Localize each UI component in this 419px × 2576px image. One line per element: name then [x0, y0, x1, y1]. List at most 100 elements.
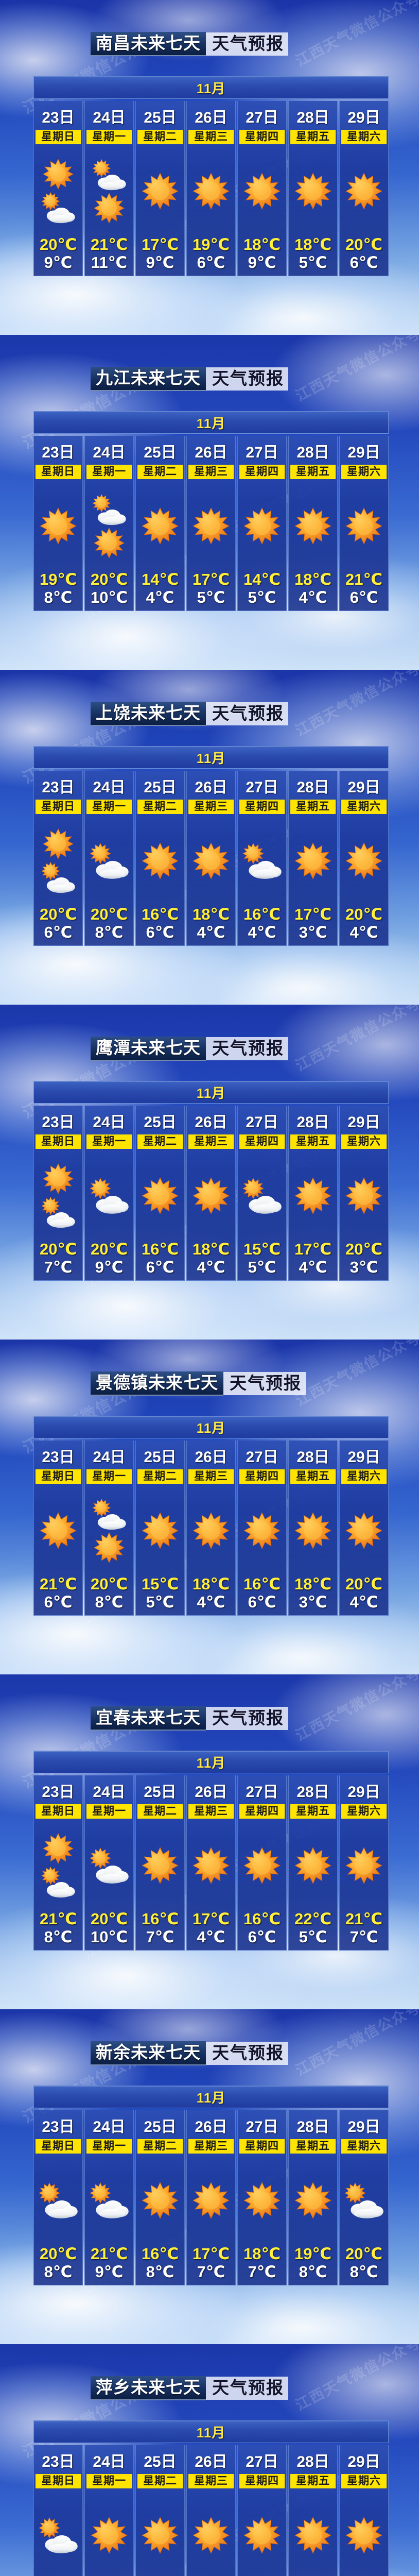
day-column[interactable]: 24日 星期一 21℃: [84, 2110, 134, 2286]
day-column[interactable]: 25日 星期二 17℃ 6℃: [135, 2445, 185, 2576]
day-column[interactable]: 29日 星期六 22℃ 4℃: [339, 2445, 389, 2576]
day-column[interactable]: 29日 星期六 21℃ 6℃: [339, 436, 389, 612]
day-column[interactable]: 29日 星期六 20℃ 4℃: [339, 771, 389, 946]
sun-icon: [192, 2516, 230, 2554]
day-column[interactable]: 28日 星期五 22℃ 5℃: [288, 1775, 338, 1951]
day-column[interactable]: 26日 星期三 18℃ 4℃: [186, 1106, 236, 1281]
day-column[interactable]: 27日 星期四 17℃ 4℃: [237, 2445, 287, 2576]
day-column[interactable]: 27日 星期四 18℃ 9℃: [237, 101, 287, 277]
day-column[interactable]: 23日 星期日 19℃ 8℃: [33, 436, 83, 612]
weekday-label: 星期一: [86, 1134, 132, 1149]
day-column[interactable]: 24日 星期一 20℃: [84, 771, 134, 946]
day-column[interactable]: 25日 星期二 14℃ 4℃: [135, 436, 185, 612]
day-column[interactable]: 25日 星期二 16℃ 8℃: [135, 2110, 185, 2286]
day-column[interactable]: 24日 星期一 22℃ 10℃: [84, 2445, 134, 2576]
day-column[interactable]: 24日 星期一 20℃: [84, 1775, 134, 1951]
high-temperature: 18℃: [294, 570, 332, 588]
day-column[interactable]: 28日 星期五 18℃ 3℃: [288, 1440, 338, 1616]
day-column[interactable]: 26日 星期三 17℃ 7℃: [186, 2110, 236, 2286]
high-temperature: 18℃: [243, 2245, 281, 2263]
day-column[interactable]: 23日 星期日: [33, 1106, 83, 1281]
low-temperature: 5℃: [299, 253, 327, 272]
day-column[interactable]: 27日 星期四 15℃: [237, 1106, 287, 1281]
high-temperature: 20℃: [39, 1240, 77, 1258]
day-column[interactable]: 29日 星期六 21℃ 7℃: [339, 1775, 389, 1951]
day-column[interactable]: 27日 星期四 18℃ 7℃: [237, 2110, 287, 2286]
high-temperature: 20℃: [90, 1240, 128, 1258]
day-column[interactable]: 25日 星期二 17℃ 9℃: [135, 101, 185, 277]
day-column[interactable]: 26日 星期三 18℃ 4℃: [186, 1440, 236, 1616]
day-column[interactable]: 28日 星期五 17℃ 3℃: [288, 771, 338, 946]
high-temperature: 16℃: [141, 905, 179, 923]
day-column[interactable]: 23日 星期日 21℃ 6℃: [33, 1440, 83, 1616]
sun-icon-svg: [243, 2517, 281, 2554]
weather-icons: [85, 1819, 133, 1910]
day-column[interactable]: 27日 星期四 14℃ 5℃: [237, 436, 287, 612]
day-column[interactable]: 25日 星期二 16℃ 6℃: [135, 1106, 185, 1281]
day-column[interactable]: 24日 星期一 20℃: [84, 1106, 134, 1281]
high-temperature: 17℃: [141, 235, 179, 253]
day-column[interactable]: 26日 星期三 18℃ 4℃: [186, 771, 236, 946]
weekday-label: 星期六: [341, 1804, 387, 1819]
sun-icon-svg: [294, 1512, 331, 1549]
weekday-label: 星期四: [239, 465, 285, 479]
sun-icon: [192, 842, 230, 880]
weekday-label: 星期日: [36, 465, 81, 479]
day-column[interactable]: 25日 星期二 15℃ 5℃: [135, 1440, 185, 1616]
weekday-label: 星期五: [290, 2139, 336, 2154]
day-column[interactable]: 24日 星期一: [84, 436, 134, 612]
day-column[interactable]: 29日 星期六 20℃ 6℃: [339, 101, 389, 277]
day-number: 26日: [195, 1449, 228, 1466]
sun-icon-svg: [142, 1847, 179, 1884]
sun-icon-svg: [142, 2182, 179, 2219]
day-column[interactable]: 27日 星期四 16℃: [237, 771, 287, 946]
day-column[interactable]: 27日 星期四 16℃ 6℃: [237, 1440, 287, 1616]
day-column[interactable]: 23日 星期日 22℃: [33, 2445, 83, 2576]
sun-icon-svg: [43, 1833, 74, 1865]
day-column[interactable]: 29日 星期六 20℃ 3℃: [339, 1106, 389, 1281]
weather-icons: [238, 1819, 286, 1910]
day-column[interactable]: 24日 星期一: [84, 1440, 134, 1616]
day-column[interactable]: 28日 星期五 19℃ 4℃: [288, 2445, 338, 2576]
low-temperature: 5℃: [197, 588, 225, 606]
day-column[interactable]: 28日 星期五 18℃ 4℃: [288, 436, 338, 612]
day-column[interactable]: 23日 星期日: [33, 1775, 83, 1951]
weather-icons: [34, 1149, 82, 1241]
day-column[interactable]: 24日 星期一: [84, 101, 134, 277]
day-column[interactable]: 29日 星期六 20℃ 4℃: [339, 1440, 389, 1616]
day-column[interactable]: 29日 星期六 20℃: [339, 2110, 389, 2286]
day-number: 28日: [296, 1449, 329, 1466]
day-column[interactable]: 28日 星期五 19℃ 8℃: [288, 2110, 338, 2286]
high-temperature: 17℃: [192, 2245, 230, 2263]
day-column[interactable]: 25日 星期二 16℃ 6℃: [135, 771, 185, 946]
city-name: 九江未来七天: [91, 367, 206, 391]
sun-icon-svg: [294, 173, 331, 210]
day-number: 27日: [246, 1449, 278, 1466]
card-title: 南昌未来七天 天气预报: [0, 32, 419, 56]
day-column[interactable]: 23日 星期日: [33, 771, 83, 946]
weekday-label: 星期一: [86, 465, 132, 479]
low-temperature: 6℃: [146, 1258, 174, 1276]
sun-behind-cloud-icon-svg: [90, 843, 129, 879]
day-columns: 23日 星期日 20℃: [33, 2110, 389, 2286]
weather-icons: [238, 479, 286, 571]
weather-icons: [187, 1484, 235, 1575]
day-column[interactable]: 28日 星期五 18℃ 5℃: [288, 101, 338, 277]
weather-icons: [136, 1819, 184, 1910]
day-column[interactable]: 25日 星期二 16℃ 7℃: [135, 1775, 185, 1951]
weather-icons: [238, 2154, 286, 2245]
low-temperature: 5℃: [299, 1927, 327, 1946]
day-column[interactable]: 28日 星期五 17℃ 4℃: [288, 1106, 338, 1281]
day-column[interactable]: 26日 星期三 18℃ 3℃: [186, 2445, 236, 2576]
low-temperature: 6℃: [350, 588, 378, 606]
day-column[interactable]: 23日 星期日 20℃: [33, 2110, 83, 2286]
day-column[interactable]: 26日 星期三 17℃ 4℃: [186, 1775, 236, 1951]
day-column[interactable]: 27日 星期四 16℃ 6℃: [237, 1775, 287, 1951]
day-column[interactable]: 26日 星期三 17℃ 5℃: [186, 436, 236, 612]
day-column[interactable]: 23日 星期日: [33, 101, 83, 277]
day-column[interactable]: 26日 星期三 19℃ 6℃: [186, 101, 236, 277]
weekday-label: 星期五: [290, 800, 336, 814]
weekday-label: 星期日: [36, 130, 81, 144]
weekday-label: 星期二: [137, 1804, 183, 1819]
weather-icons: [340, 144, 388, 236]
